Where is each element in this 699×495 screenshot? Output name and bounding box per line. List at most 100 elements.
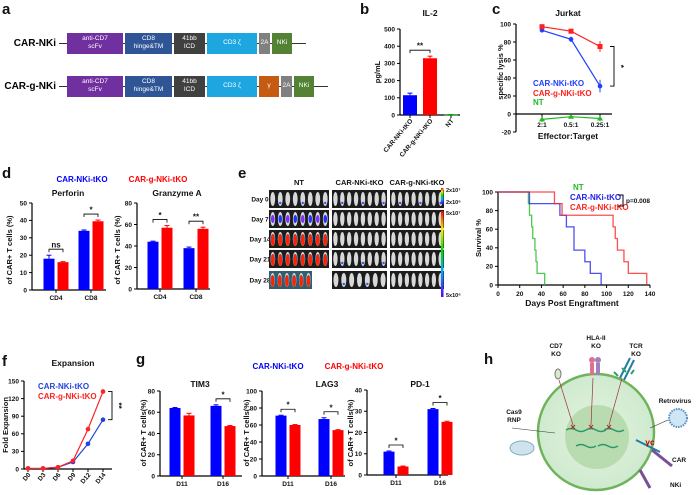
mouse: [353, 252, 359, 266]
series-line: [28, 391, 104, 470]
significance-bracket: [152, 219, 168, 223]
hla-ii-icon: [596, 363, 600, 375]
cas9-rnp-icon: [509, 440, 535, 456]
mouse: [391, 192, 396, 206]
colorbar-max-label: 2x10⁷: [446, 188, 461, 194]
mouse: [292, 192, 298, 206]
construct-segment-cd3: CD3 ζ: [207, 75, 257, 97]
y-tick-label: 60: [125, 222, 133, 229]
panel-label: g: [136, 351, 145, 368]
x-tick-label: D16: [325, 481, 337, 488]
x-tick-label: 0.5:1: [564, 122, 579, 129]
cut-site-icon: [588, 424, 594, 430]
bli-column-header: NT: [294, 178, 304, 187]
y-axis-label: Survival %: [474, 219, 483, 257]
significance-label: **: [193, 213, 200, 222]
bli-image-background: [390, 230, 444, 248]
x-tick-label: CD4: [153, 294, 166, 301]
bli-row-label: Day 0: [251, 197, 269, 204]
y-tick-label: 90: [12, 414, 20, 421]
panel-label: d: [2, 165, 11, 182]
legend-entry: CAR-NKi-tKO: [252, 362, 303, 371]
y-axis-label: of CAR+ T cells (%): [5, 215, 14, 284]
significance-bracket: [83, 213, 99, 218]
bli-signal: [299, 275, 304, 287]
bli-column-header: CAR-NKi-tKO: [336, 178, 384, 187]
data-point: [539, 116, 545, 122]
x-tick-label: 0.25:1: [591, 122, 610, 129]
chart-title: LAG3: [316, 379, 339, 389]
series-line: [28, 419, 104, 470]
retrovirus-icon: [668, 408, 688, 428]
mouse: [360, 232, 366, 246]
significance-label: *: [158, 211, 162, 220]
bli-image-background: [332, 210, 387, 228]
bli-signal: [315, 234, 320, 246]
knockout-link: [590, 377, 594, 426]
bli-signal: [270, 254, 275, 266]
bli-signal: [293, 215, 298, 223]
legend-entry: CAR-g-NKi-tKO: [38, 392, 97, 401]
bli-signal: [361, 201, 365, 205]
bli-signal: [278, 215, 283, 223]
p-value-bracket: [618, 194, 624, 207]
bli-signal: [382, 261, 385, 265]
tcr-icon: [613, 367, 635, 377]
y-tick-label: 200: [384, 78, 395, 85]
x-tick-label: D11: [282, 481, 294, 488]
data-point: [70, 458, 76, 464]
bar: [161, 227, 173, 289]
bli-signal: [278, 234, 283, 246]
mouse: [418, 232, 423, 246]
construct-car-g-nki: CAR-g-NKi anti-CD7 scFv CD8 hinge&TM 41bb …: [0, 75, 328, 97]
y-axis-label: specific lysis %: [496, 44, 505, 100]
y-tick-label: 80: [486, 208, 494, 215]
mouse: [349, 273, 355, 287]
y-axis-label: of CAR+ T cells(%): [242, 399, 251, 466]
mouse: [346, 252, 352, 266]
construct-segment-gamma: γ: [259, 75, 279, 97]
y-tick-label: 60: [250, 422, 258, 429]
bli-signal: [300, 254, 305, 266]
x-tick-label: D6: [52, 471, 63, 482]
bar: [318, 419, 330, 476]
mouse: [315, 192, 321, 206]
mouse: [418, 212, 423, 226]
legend-entry: CAR-NKi-tKO: [56, 175, 107, 184]
mouse: [431, 252, 437, 266]
dna-icon: [565, 427, 587, 433]
bli-signal: [361, 261, 365, 265]
arrow: [649, 419, 669, 429]
legend-entry: CAR-g-NKi-tKO: [325, 362, 384, 371]
mouse: [411, 192, 416, 206]
mouse: [367, 232, 373, 246]
significance-bracket: [280, 408, 296, 413]
bli-signal: [301, 201, 304, 205]
bli-signal: [277, 275, 282, 287]
bli-image: [332, 250, 387, 268]
x-tick-label: D11: [390, 480, 402, 487]
y-tick-label: 80: [504, 39, 512, 46]
bar: [397, 466, 409, 475]
dna-icon: [575, 443, 597, 449]
x-tick-label: 0: [496, 291, 500, 298]
construct-segment-cd8: CD8 hinge&TM: [125, 32, 172, 54]
legend-entry: CAR-NKi-tKO: [533, 79, 584, 88]
diagram-label: RNP: [507, 417, 521, 424]
y-tick-label: 40: [355, 387, 363, 394]
significance-label: *: [221, 390, 225, 399]
construct-segment-scfv: anti-CD7 scFv: [67, 75, 123, 97]
y-tick-label: 100: [384, 95, 395, 102]
mouse: [424, 212, 430, 226]
bli-signal: [315, 215, 320, 223]
mouse: [391, 252, 396, 266]
bli-signal: [382, 201, 385, 205]
x-tick-label: CD8: [189, 294, 202, 301]
diagram-label: KO: [591, 343, 601, 350]
construct-car-nki: CAR-NKi anti-CD7 scFv CD8 hinge&TM 41bb IC…: [0, 32, 306, 54]
bli-image-background: [332, 190, 387, 208]
significance-bracket: [432, 402, 448, 406]
diagram-label: CAR: [672, 457, 686, 464]
mouse: [404, 212, 410, 226]
data-point: [40, 466, 46, 471]
